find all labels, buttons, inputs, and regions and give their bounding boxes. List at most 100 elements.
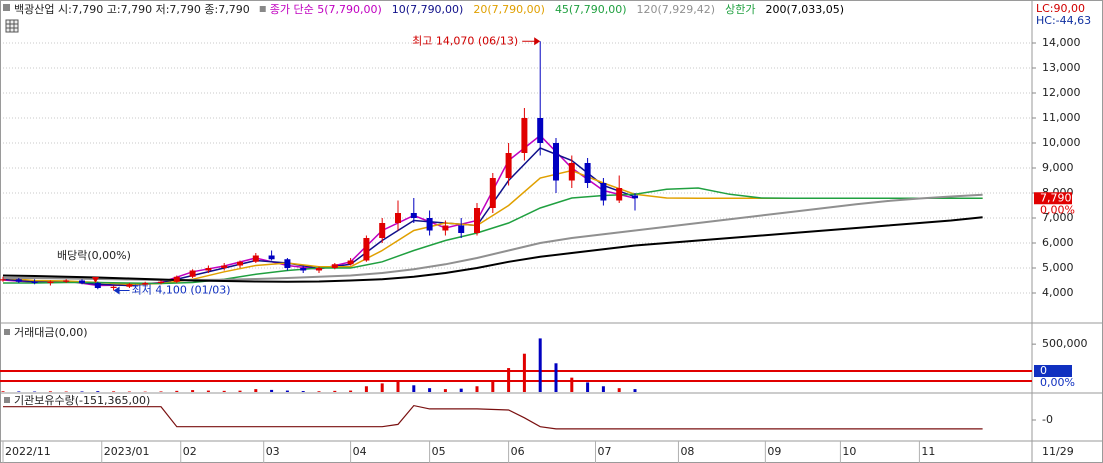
candle-body [521, 118, 528, 153]
x-tick-label: 08 [680, 445, 694, 458]
volume-bar [301, 391, 305, 392]
icon-grid[interactable] [6, 20, 18, 32]
volume-bar [538, 338, 542, 392]
high-label: 최고 14,070 (06/13) [412, 34, 518, 47]
stock-title: 백광산업 시:7,790 고:7,790 저:7,790 종:7,790 [14, 3, 250, 16]
volume-bar [617, 388, 621, 392]
y-tick-label: 4,000 [1042, 286, 1074, 299]
change-label: 0,00% [1040, 203, 1075, 216]
candle-body [31, 281, 38, 283]
volume-bar [285, 390, 289, 392]
volume-bar [507, 368, 511, 392]
candle-body [616, 188, 623, 201]
volume-bar [191, 390, 195, 392]
candle-body [379, 223, 386, 238]
title-marker [3, 4, 10, 11]
legend-entry: 10(7,790,00) [392, 3, 464, 16]
volume-bar [112, 391, 116, 392]
candle-body [79, 280, 85, 283]
volume-bar [206, 390, 210, 392]
candle-body [363, 238, 370, 261]
legend-marker [259, 6, 266, 12]
y-tick-label: 6,000 [1042, 236, 1074, 249]
ma-line [2, 216, 983, 283]
volume-bar [491, 380, 495, 392]
volume-bar [270, 389, 274, 392]
last-price-box [1034, 192, 1072, 205]
candle-body [584, 163, 591, 183]
last-price-label: 7,790 [1040, 191, 1072, 204]
low-label: 최저 4,100 (01/03) [132, 284, 231, 297]
last-box [1034, 365, 1072, 377]
volume-bar [333, 390, 337, 392]
low-arrow-head [113, 286, 120, 295]
x-tick-label: 03 [266, 445, 280, 458]
change-label: 0,00% [1040, 376, 1075, 389]
y-tick-label: 9,000 [1042, 161, 1074, 174]
y-tick-label: 500,000 [1042, 337, 1088, 350]
volume-bar [396, 381, 400, 392]
volume-bar [317, 391, 321, 392]
y-tick-label: -0 [1042, 413, 1053, 426]
x-tick-label: 06 [511, 445, 525, 458]
volume-bar [1, 391, 5, 392]
volume-bar [633, 389, 637, 392]
candle-body [600, 183, 607, 201]
candle-body [142, 283, 149, 285]
pane-title: 기관보유수량(-151,365,00) [14, 394, 150, 407]
y-tick-label: 13,000 [1042, 61, 1081, 74]
volume-bar [475, 386, 479, 392]
pane-title: 거래대금(0,00) [14, 326, 88, 339]
x-tick-label: 05 [432, 445, 446, 458]
volume-bar [175, 390, 179, 392]
candle-body [189, 270, 196, 277]
y-tick-label: 7,000 [1042, 211, 1074, 224]
volume-bar [601, 386, 605, 392]
last-label: 0 [1040, 364, 1047, 377]
candle-body [173, 276, 180, 282]
candle-body [15, 279, 22, 282]
volume-bar [554, 363, 558, 392]
volume-bar [48, 391, 52, 392]
candle-body [205, 268, 212, 271]
dividend-marker [92, 277, 99, 283]
high-arrow-head [534, 37, 541, 46]
candle-body [316, 268, 322, 271]
x-tick-label: 2022/11 [5, 445, 51, 458]
volume-bar [364, 386, 368, 392]
candle-body [126, 284, 133, 287]
volume-bar [254, 389, 258, 392]
legend-entry: 상한가 [725, 3, 755, 16]
toolbar-icon[interactable] [5, 19, 19, 33]
candle-body [237, 261, 243, 266]
candle-body [632, 195, 638, 199]
candle-body [347, 260, 354, 265]
pane-marker [4, 329, 10, 335]
candle-body [252, 255, 259, 262]
candle-body [0, 279, 6, 281]
lc-label: LC:90,00 [1036, 2, 1085, 15]
volume-bar [380, 383, 384, 392]
candle-body [426, 218, 433, 231]
volume-bar [412, 385, 416, 392]
x-tick-label: 07 [598, 445, 612, 458]
y-tick-label: 14,000 [1042, 36, 1081, 49]
icon-frame[interactable] [5, 19, 19, 33]
candle-body [110, 286, 117, 288]
ma-line [3, 187, 983, 285]
volume-bar [238, 390, 242, 392]
candle-body [63, 280, 70, 282]
legend-entry: 45(7,790,00) [555, 3, 627, 16]
x-tick-label: 11 [921, 445, 935, 458]
legend-entry: 종가 단순 5(7,790,00) [270, 3, 382, 16]
volume-bar [159, 391, 163, 392]
candle-body [474, 208, 480, 233]
volume-bar [96, 391, 100, 392]
x-tick-label: 09 [767, 445, 781, 458]
candle-body [47, 281, 54, 283]
candle-body [442, 225, 449, 231]
x-tick-label: 04 [353, 445, 367, 458]
candle-body [410, 213, 417, 218]
